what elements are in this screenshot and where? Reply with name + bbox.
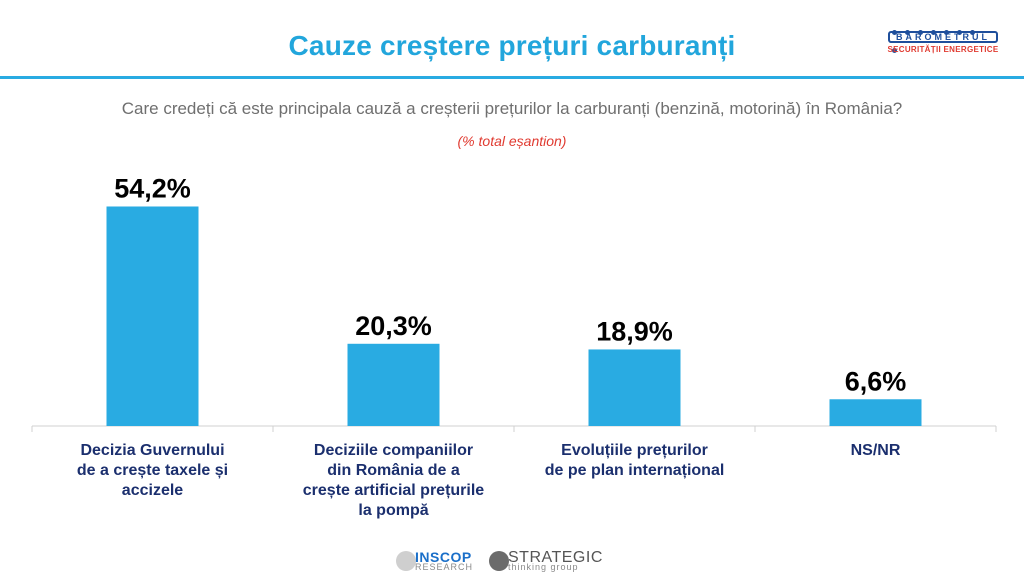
category-label: Decizia Guvernului de a crește taxele și… [76,442,229,499]
data-label: 18,9% [596,316,673,346]
data-label: 20,3% [355,311,432,341]
bar [106,206,199,426]
inscop-logo-icon [396,551,416,571]
strategic-logo: STRATEGIC thinking group [489,549,613,575]
inscop-name: INSCOP [415,549,472,565]
inscop-logo: INSCOP RESEARCH [396,549,486,575]
bar [347,343,440,426]
page-title: Cauze creștere prețuri carburanți [288,30,736,61]
logo-subtitle: SECURITĂȚII ENERGETICE [887,45,999,54]
data-label: 6,6% [845,366,907,396]
inscop-sub: RESEARCH [415,562,474,572]
category-label: Deciziile companiilor din România de a c… [302,442,485,519]
logo-name: BAROMETRUL [888,31,998,43]
barometer-logo: BAROMETRUL SECURITĂȚII ENERGETICE [880,20,1006,62]
strategic-sub: thinking group [508,562,579,572]
sample-note: (% total eșantion) [457,133,567,149]
data-label: 54,2% [114,173,191,203]
category-label: Evoluțiile prețurilor de pe plan interna… [544,442,725,479]
category-label: NS/NR [850,442,901,459]
title-divider [0,76,1024,79]
strategic-name: STRATEGIC [508,549,603,566]
bar [588,349,681,426]
strategic-logo-icon [489,551,509,571]
survey-question: Care credeți că este principala cauză a … [121,99,903,118]
bar [829,399,922,426]
